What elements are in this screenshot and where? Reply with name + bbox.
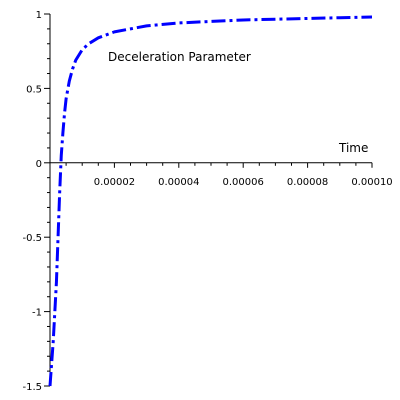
ticks bbox=[44, 13, 373, 387]
y-tick-label: -0.5 bbox=[22, 233, 42, 244]
series-group bbox=[48, 15, 373, 387]
x-tick-label: 0.00008 bbox=[287, 177, 328, 188]
x-axis-title: Time bbox=[338, 141, 368, 155]
y-tick-label: -1.5 bbox=[22, 382, 42, 393]
axes bbox=[49, 14, 372, 386]
x-tick-label: 0.00002 bbox=[94, 177, 135, 188]
x-tick-label: 0.00006 bbox=[223, 177, 264, 188]
x-tick-label: 0.00004 bbox=[158, 177, 199, 188]
series-line-0 bbox=[48, 15, 373, 387]
y-tick-label: 0.5 bbox=[26, 84, 42, 95]
y-tick-label: -1 bbox=[32, 308, 42, 319]
curve-annotation: Deceleration Parameter bbox=[108, 50, 251, 64]
x-tick-label: 0.00010 bbox=[351, 177, 392, 188]
y-tick-label: 1 bbox=[36, 10, 42, 21]
tick-labels: -1.5 -1 -0.5 0 0.5 1 0.00002 0.00004 0.00006 0.00… bbox=[22, 10, 392, 393]
y-tick-label: 0 bbox=[36, 159, 42, 170]
